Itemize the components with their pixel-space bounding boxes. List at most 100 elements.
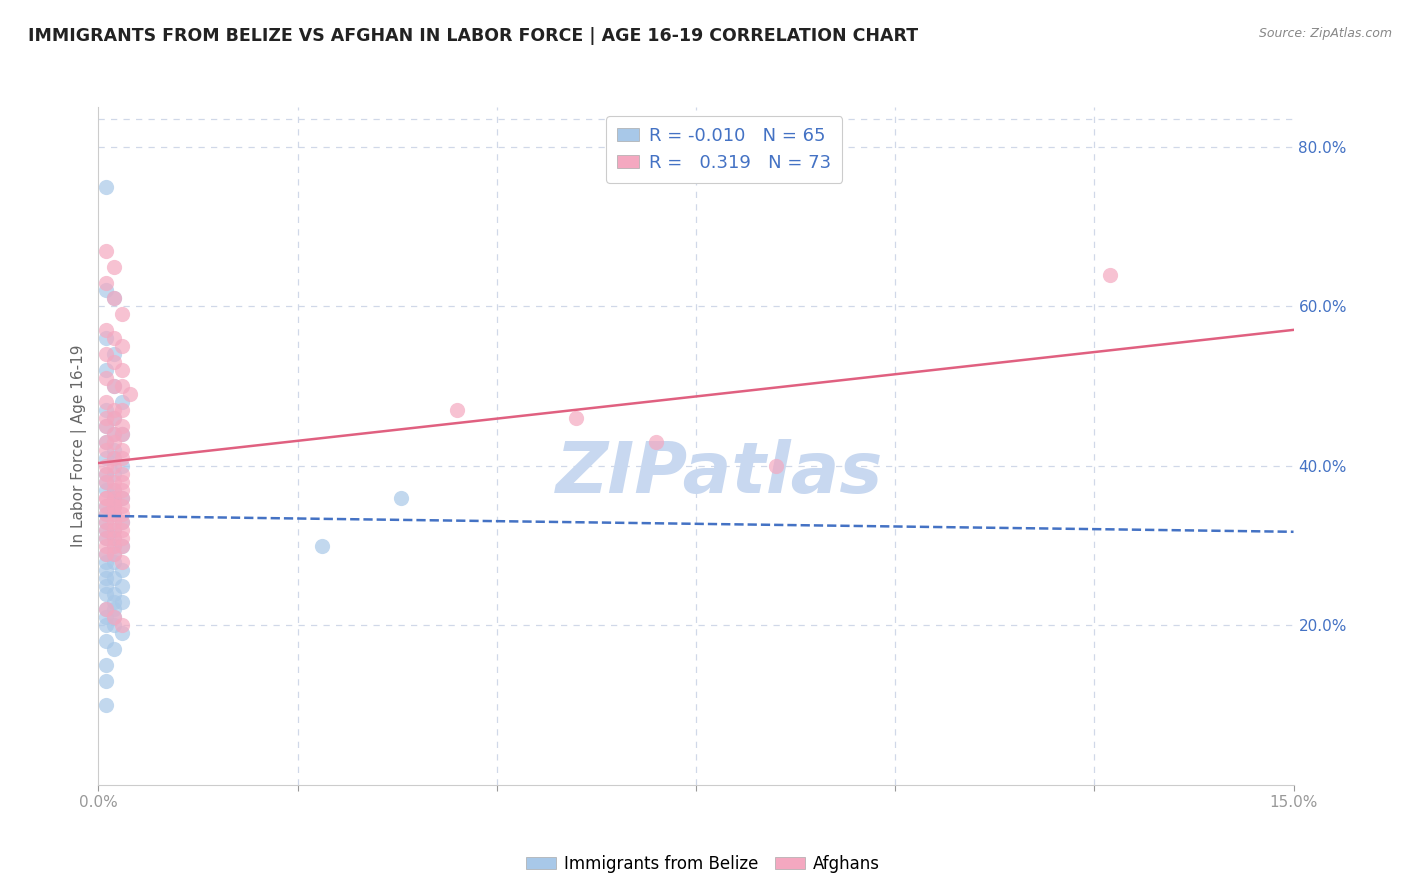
Point <box>111 458 134 473</box>
Point <box>111 531 134 545</box>
Point <box>96 523 118 537</box>
Point <box>103 602 125 616</box>
Point <box>111 515 134 529</box>
Text: Source: ZipAtlas.com: Source: ZipAtlas.com <box>1258 27 1392 40</box>
Point <box>96 698 118 713</box>
Point <box>111 618 134 632</box>
Point <box>111 450 134 465</box>
Point <box>96 491 118 505</box>
Text: ZIPatlas: ZIPatlas <box>557 439 883 508</box>
Point <box>111 626 134 640</box>
Point <box>96 419 118 434</box>
Point <box>103 483 125 497</box>
Point <box>765 458 787 473</box>
Point <box>103 435 125 450</box>
Point <box>103 331 125 345</box>
Point <box>103 499 125 513</box>
Point <box>111 507 134 521</box>
Point <box>96 483 118 497</box>
Point <box>111 491 134 505</box>
Point <box>103 571 125 585</box>
Point <box>96 547 118 561</box>
Point <box>103 475 125 489</box>
Point <box>96 634 118 648</box>
Point <box>111 491 134 505</box>
Point <box>96 586 118 600</box>
Point <box>103 491 125 505</box>
Point <box>565 411 588 425</box>
Point <box>103 515 125 529</box>
Point <box>111 395 134 409</box>
Point <box>120 387 142 401</box>
Point <box>96 458 118 473</box>
Point <box>96 331 118 345</box>
Point <box>111 578 134 592</box>
Point <box>96 674 118 689</box>
Point <box>96 618 118 632</box>
Point <box>96 323 118 337</box>
Point <box>96 507 118 521</box>
Point <box>103 411 125 425</box>
Point <box>96 179 118 194</box>
Point <box>111 379 134 393</box>
Point <box>103 491 125 505</box>
Point <box>96 347 118 361</box>
Point <box>96 371 118 385</box>
Point <box>96 411 118 425</box>
Point <box>103 442 125 457</box>
Point <box>111 442 134 457</box>
Point <box>103 355 125 369</box>
Point <box>389 491 412 505</box>
Point <box>96 475 118 489</box>
Point <box>111 499 134 513</box>
Point <box>103 555 125 569</box>
Point <box>111 339 134 353</box>
Point <box>103 450 125 465</box>
Point <box>96 578 118 592</box>
Point <box>96 515 118 529</box>
Point <box>111 403 134 417</box>
Point <box>111 419 134 434</box>
Point <box>103 292 125 306</box>
Point <box>96 403 118 417</box>
Point <box>111 555 134 569</box>
Point <box>103 499 125 513</box>
Point <box>96 435 118 450</box>
Point <box>111 563 134 577</box>
Point <box>103 507 125 521</box>
Point <box>103 610 125 624</box>
Point <box>111 475 134 489</box>
Point <box>103 458 125 473</box>
Point <box>96 610 118 624</box>
Point <box>103 610 125 624</box>
Point <box>96 467 118 481</box>
Point <box>103 547 125 561</box>
Point <box>96 491 118 505</box>
Point <box>111 539 134 553</box>
Point <box>103 483 125 497</box>
Point <box>103 403 125 417</box>
Point <box>103 531 125 545</box>
Point <box>111 427 134 442</box>
Point <box>103 618 125 632</box>
Point <box>111 427 134 442</box>
Point <box>96 363 118 377</box>
Point <box>96 507 118 521</box>
Point <box>96 555 118 569</box>
Point <box>103 427 125 442</box>
Point <box>111 523 134 537</box>
Y-axis label: In Labor Force | Age 16-19: In Labor Force | Age 16-19 <box>72 344 87 548</box>
Point <box>103 427 125 442</box>
Point <box>1099 268 1122 282</box>
Point <box>103 594 125 608</box>
Point <box>103 642 125 657</box>
Point <box>103 531 125 545</box>
Point <box>111 594 134 608</box>
Point <box>111 307 134 321</box>
Point <box>103 539 125 553</box>
Legend: R = -0.010   N = 65, R =   0.319   N = 73: R = -0.010 N = 65, R = 0.319 N = 73 <box>606 116 842 183</box>
Point <box>103 260 125 274</box>
Point <box>96 602 118 616</box>
Point <box>446 403 468 417</box>
Point <box>96 395 118 409</box>
